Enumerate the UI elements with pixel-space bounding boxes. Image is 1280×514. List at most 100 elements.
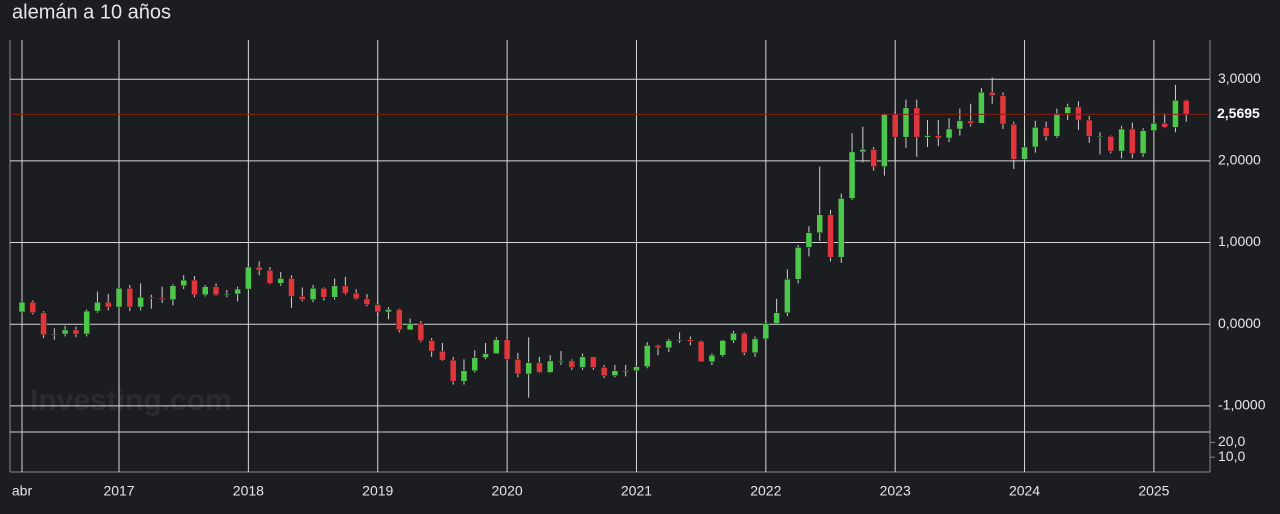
candle-body bbox=[891, 114, 899, 138]
candle-body bbox=[104, 301, 112, 308]
candle-body bbox=[1085, 119, 1093, 137]
candle-body bbox=[396, 309, 403, 331]
x-tick-label: 2023 bbox=[880, 483, 911, 499]
watermark: Investing.com bbox=[30, 384, 232, 417]
candle-body bbox=[245, 266, 252, 290]
y-tick-label: 2,0000 bbox=[1218, 152, 1261, 168]
x-tick-label: abr bbox=[12, 483, 33, 499]
candle-body bbox=[299, 296, 306, 300]
candle-body bbox=[870, 149, 877, 167]
x-tick-label: 2024 bbox=[1009, 483, 1040, 499]
candle-body bbox=[1161, 123, 1168, 128]
x-tick-label: 2020 bbox=[492, 483, 523, 499]
candle-body bbox=[557, 360, 565, 363]
candle-body bbox=[482, 353, 489, 358]
x-tick-label: 2025 bbox=[1138, 483, 1169, 499]
candle-body bbox=[600, 367, 608, 376]
candle-body bbox=[751, 338, 759, 354]
candle-body bbox=[363, 298, 371, 305]
candle-body bbox=[94, 301, 101, 312]
candle-body bbox=[633, 366, 640, 371]
candle-body bbox=[676, 339, 683, 341]
candle-body bbox=[848, 151, 856, 199]
candle-body bbox=[255, 266, 263, 271]
candle-body bbox=[1107, 136, 1115, 152]
candle-body bbox=[838, 198, 845, 258]
candle-body bbox=[611, 370, 619, 376]
candle-body bbox=[191, 279, 198, 296]
candle-body bbox=[126, 288, 134, 308]
candle-body bbox=[1139, 130, 1147, 154]
candle-body bbox=[794, 247, 802, 280]
candle-body bbox=[320, 288, 328, 298]
candle-body bbox=[266, 270, 274, 284]
candle-body bbox=[439, 350, 446, 361]
candle-body bbox=[385, 309, 392, 313]
candle-body bbox=[816, 214, 823, 233]
candle-body bbox=[51, 333, 58, 336]
y-tick-label: 1,0000 bbox=[1218, 233, 1261, 249]
candle-body bbox=[83, 310, 90, 335]
candle-body bbox=[654, 345, 662, 349]
candle-body bbox=[805, 232, 813, 248]
candle-body bbox=[234, 288, 241, 295]
x-tick-label: 2019 bbox=[362, 483, 393, 499]
chart-title: alemán a 10 años bbox=[12, 1, 171, 23]
candle-body bbox=[935, 135, 942, 139]
candle-body bbox=[978, 92, 985, 124]
candle-body bbox=[536, 362, 543, 373]
candle-body bbox=[881, 114, 888, 167]
x-tick-label: 2022 bbox=[750, 483, 781, 499]
candle-body bbox=[72, 329, 80, 335]
x-tick-label: 2021 bbox=[621, 483, 652, 499]
y2-tick-label: 20,0 bbox=[1218, 433, 1245, 449]
candle-body bbox=[1075, 106, 1082, 121]
candle-body bbox=[223, 293, 231, 296]
x-tick-label: 2017 bbox=[103, 483, 134, 499]
candle-body bbox=[687, 339, 694, 342]
candle-body bbox=[158, 297, 166, 300]
x-tick-label: 2018 bbox=[233, 483, 264, 499]
candle-body bbox=[708, 354, 716, 363]
candle-body bbox=[1096, 136, 1104, 138]
candle-body bbox=[406, 323, 414, 331]
candle-body bbox=[374, 304, 381, 313]
candle-body bbox=[277, 278, 284, 284]
candle-body bbox=[741, 332, 748, 354]
candle-body bbox=[61, 329, 69, 335]
candle-body bbox=[525, 362, 532, 375]
candle-body bbox=[449, 359, 457, 382]
candle-body bbox=[169, 285, 177, 300]
candle-body bbox=[1129, 128, 1136, 154]
candle-body bbox=[956, 120, 964, 130]
candle-body bbox=[1182, 100, 1190, 115]
last-price-label: 2,5695 bbox=[1217, 105, 1260, 121]
candle-body bbox=[579, 356, 586, 368]
candle-body bbox=[924, 135, 931, 138]
candle-body bbox=[988, 92, 996, 96]
candle-body bbox=[288, 278, 295, 297]
candle-body bbox=[945, 128, 953, 139]
candle-body bbox=[827, 214, 834, 258]
candle-body bbox=[1010, 123, 1018, 160]
candle-body bbox=[1118, 128, 1125, 152]
candle-body bbox=[859, 149, 867, 153]
candle-body bbox=[999, 95, 1007, 125]
candle-body bbox=[40, 312, 47, 336]
candle-body bbox=[1064, 106, 1071, 114]
candle-body bbox=[309, 288, 317, 300]
candle-body bbox=[29, 301, 37, 314]
candle-body bbox=[417, 323, 425, 341]
candle-body bbox=[622, 370, 629, 372]
candle-body bbox=[180, 279, 187, 287]
candle-body bbox=[568, 360, 576, 368]
candle-body bbox=[18, 301, 26, 313]
candle-body bbox=[428, 340, 435, 352]
candle-body bbox=[913, 107, 920, 138]
y-tick-label: 0,0000 bbox=[1218, 315, 1261, 331]
candle-body bbox=[503, 339, 511, 360]
candle-body bbox=[1021, 146, 1028, 160]
candle-body bbox=[115, 288, 123, 308]
candle-body bbox=[1032, 127, 1039, 148]
candle-body bbox=[773, 312, 780, 324]
